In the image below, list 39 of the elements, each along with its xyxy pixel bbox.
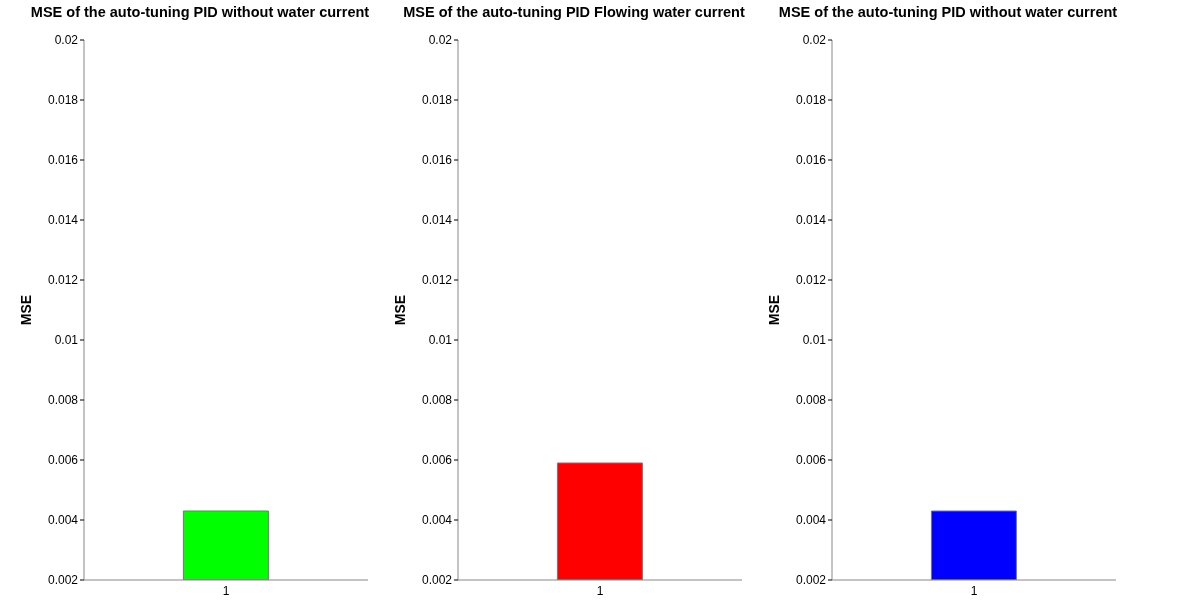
chart-title: MSE of the auto-tuning PID without water current bbox=[29, 4, 371, 20]
y-tick-label: 0.012 bbox=[47, 273, 79, 288]
y-tick-label: 0.002 bbox=[47, 573, 79, 588]
y-tick-label: 0.006 bbox=[421, 453, 453, 468]
x-tick-label: 1 bbox=[970, 583, 978, 598]
y-tick-label: 0.02 bbox=[428, 33, 453, 48]
y-tick-label: 0.018 bbox=[795, 93, 827, 108]
y-tick-label: 0.002 bbox=[421, 573, 453, 588]
y-tick-label: 0.02 bbox=[802, 33, 827, 48]
y-tick-label: 0.008 bbox=[421, 393, 453, 408]
y-tick-label: 0.008 bbox=[795, 393, 827, 408]
y-tick-label: 0.01 bbox=[428, 333, 453, 348]
y-tick-label: 0.006 bbox=[47, 453, 79, 468]
y-tick-label: 0.01 bbox=[54, 333, 79, 348]
y-tick-label: 0.004 bbox=[795, 513, 827, 528]
y-tick-label: 0.018 bbox=[421, 93, 453, 108]
y-axis-title: MSE bbox=[391, 294, 408, 326]
y-tick-label: 0.014 bbox=[795, 213, 827, 228]
x-tick-label: 1 bbox=[222, 583, 230, 598]
y-axis-title: MSE bbox=[17, 294, 34, 326]
y-tick-label: 0.016 bbox=[795, 153, 827, 168]
y-tick-label: 0.016 bbox=[421, 153, 453, 168]
y-tick-label: 0.014 bbox=[421, 213, 453, 228]
chart-title: MSE of the auto-tuning PID without water current bbox=[777, 4, 1119, 20]
y-tick-label: 0.018 bbox=[47, 93, 79, 108]
y-axis-title: MSE bbox=[765, 294, 782, 326]
y-tick-label: 0.02 bbox=[54, 33, 79, 48]
y-tick-label: 0.014 bbox=[47, 213, 79, 228]
x-tick-label: 1 bbox=[596, 583, 604, 598]
y-tick-label: 0.012 bbox=[421, 273, 453, 288]
y-tick-label: 0.006 bbox=[795, 453, 827, 468]
y-tick-label: 0.004 bbox=[421, 513, 453, 528]
y-tick-label: 0.016 bbox=[47, 153, 79, 168]
y-tick-label: 0.004 bbox=[47, 513, 79, 528]
y-tick-label: 0.01 bbox=[802, 333, 827, 348]
y-tick-label: 0.012 bbox=[795, 273, 827, 288]
y-tick-label: 0.002 bbox=[795, 573, 827, 588]
y-tick-label: 0.008 bbox=[47, 393, 79, 408]
chart-title: MSE of the auto-tuning PID Flowing water current bbox=[402, 4, 746, 20]
